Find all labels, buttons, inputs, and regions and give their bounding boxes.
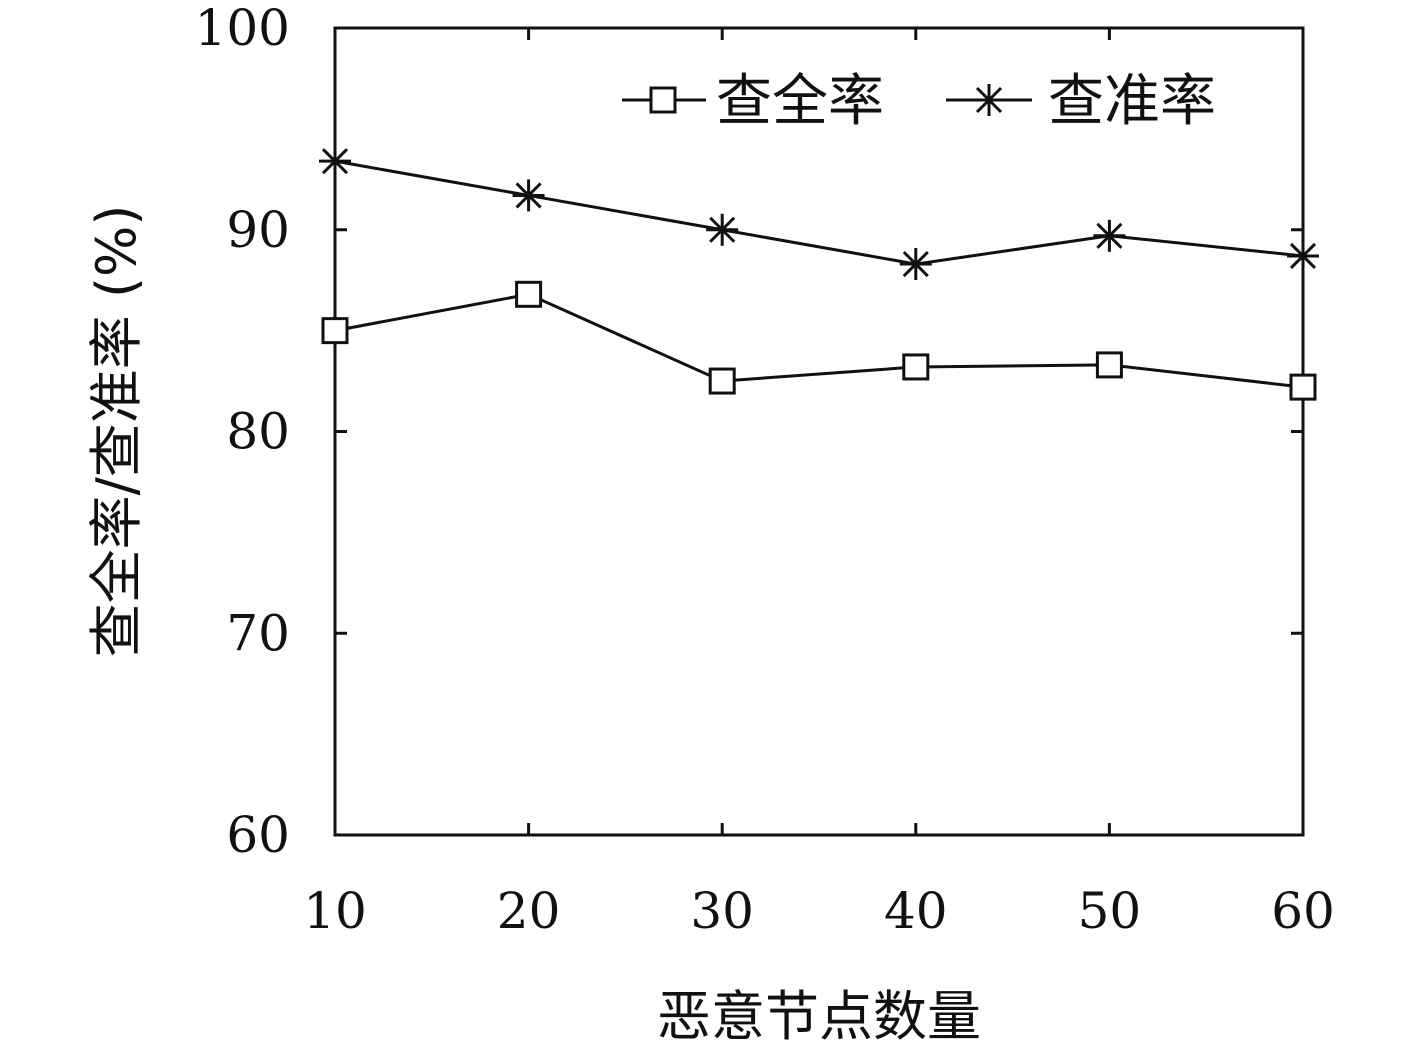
x-tick-label: 40 (884, 882, 948, 940)
x-tick-label: 30 (690, 882, 754, 940)
legend-asterisk-marker (973, 84, 1005, 116)
series-layer (319, 145, 1319, 401)
recall-point (708, 367, 736, 395)
precision-point (512, 179, 545, 212)
axis-ticks: 60 70 80 90 100 10 20 30 40 50 60 (195, 0, 1335, 940)
x-tick-label: 10 (303, 882, 367, 940)
legend-square-marker (649, 86, 677, 114)
series-line-recall (334, 292, 1304, 389)
y-axis-title: 查全率/查准率 (%) (85, 205, 148, 658)
recall-point (321, 317, 349, 345)
x-tick-label: 60 (1271, 882, 1335, 940)
y-tick-label: 60 (226, 806, 290, 864)
y-tick-label: 80 (226, 403, 290, 461)
y-tick-label: 90 (226, 201, 290, 259)
precision-point (1287, 239, 1319, 272)
recall-point (1289, 373, 1317, 401)
y-tick-label: 70 (226, 604, 290, 662)
plot-frame (333, 26, 1305, 837)
precision-point (706, 213, 739, 246)
x-tick-label: 20 (497, 882, 561, 940)
series-line-precision (334, 159, 1304, 266)
legend-label-recall: 查全率 (716, 69, 884, 134)
precision-point (319, 145, 351, 178)
x-tick-label: 50 (1078, 882, 1142, 940)
recall-point (515, 280, 543, 308)
x-axis-title: 恶意节点数量 (657, 985, 981, 1048)
legend-label-precision: 查准率 (1048, 69, 1216, 134)
recall-point (902, 353, 930, 381)
precision-point (1093, 219, 1126, 252)
y-tick-label: 100 (195, 0, 290, 57)
precision-point (899, 248, 932, 281)
recall-point (1095, 351, 1123, 379)
legend: 查全率 查准率 (622, 69, 1216, 134)
